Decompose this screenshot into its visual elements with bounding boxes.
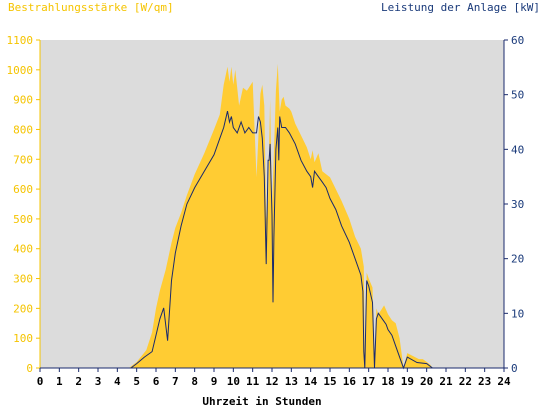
x-tick-label: 16 (343, 375, 357, 388)
left-tick-label: 300 (13, 273, 33, 286)
x-tick-label: 18 (381, 375, 394, 388)
x-tick-label: 15 (323, 375, 336, 388)
x-tick-label: 9 (211, 375, 218, 388)
x-tick-label: 0 (37, 375, 44, 388)
left-tick-label: 0 (26, 362, 33, 375)
x-tick-label: 19 (401, 375, 414, 388)
left-axis-title: Bestrahlungsstärke [W/qm] (8, 1, 174, 14)
left-tick-label: 100 (13, 332, 33, 345)
left-tick-label: 800 (13, 123, 33, 136)
x-tick-label: 8 (191, 375, 198, 388)
x-tick-label: 4 (114, 375, 121, 388)
right-tick-label: 60 (511, 34, 524, 47)
right-tick-label: 10 (511, 307, 524, 320)
x-tick-label: 11 (246, 375, 260, 388)
x-tick-label: 12 (265, 375, 278, 388)
left-tick-label: 600 (13, 183, 33, 196)
x-axis-title: Uhrzeit in Stunden (202, 395, 321, 408)
left-tick-label: 500 (13, 213, 33, 226)
x-tick-label: 14 (304, 375, 318, 388)
right-tick-label: 40 (511, 143, 524, 156)
right-tick-label: 20 (511, 253, 524, 266)
right-axis-title: Leistung der Anlage [kW] (381, 1, 540, 14)
left-tick-label: 1100 (7, 34, 34, 47)
x-tick-label: 6 (153, 375, 160, 388)
x-tick-label: 10 (227, 375, 240, 388)
left-tick-label: 200 (13, 302, 33, 315)
x-tick-label: 17 (362, 375, 375, 388)
x-tick-label: 13 (285, 375, 298, 388)
power-line (40, 110, 504, 370)
x-tick-label: 1 (56, 375, 63, 388)
x-tick-label: 3 (95, 375, 102, 388)
x-tick-label: 5 (133, 375, 140, 388)
x-tick-label: 23 (478, 375, 491, 388)
left-tick-label: 400 (13, 243, 33, 256)
x-tick-label: 21 (439, 375, 453, 388)
x-tick-label: 2 (75, 375, 82, 388)
x-tick-label: 24 (497, 375, 511, 388)
right-tick-label: 0 (511, 362, 518, 375)
right-tick-label: 30 (511, 198, 524, 211)
left-tick-label: 700 (13, 153, 33, 166)
right-tick-label: 50 (511, 89, 524, 102)
x-tick-label: 22 (459, 375, 472, 388)
x-tick-label: 20 (420, 375, 433, 388)
left-tick-label: 1000 (7, 64, 34, 77)
x-tick-label: 7 (172, 375, 179, 388)
left-tick-label: 900 (13, 94, 33, 107)
